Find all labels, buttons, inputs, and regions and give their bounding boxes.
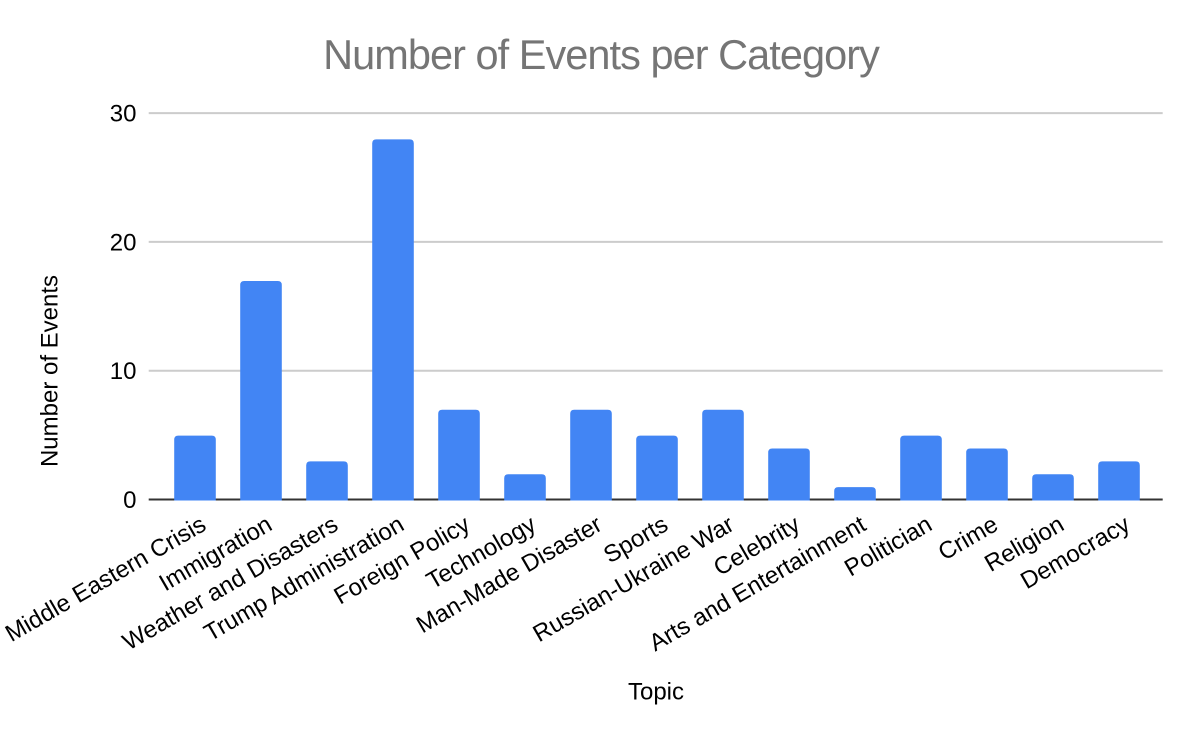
svg-text:0: 0: [123, 487, 136, 514]
svg-text:Number of Events: Number of Events: [37, 275, 64, 467]
svg-text:20: 20: [110, 229, 137, 256]
svg-text:10: 10: [110, 358, 137, 385]
svg-text:Topic: Topic: [628, 679, 684, 706]
svg-text:30: 30: [110, 101, 137, 128]
svg-text:Number of Events per Category: Number of Events per Category: [323, 31, 880, 78]
